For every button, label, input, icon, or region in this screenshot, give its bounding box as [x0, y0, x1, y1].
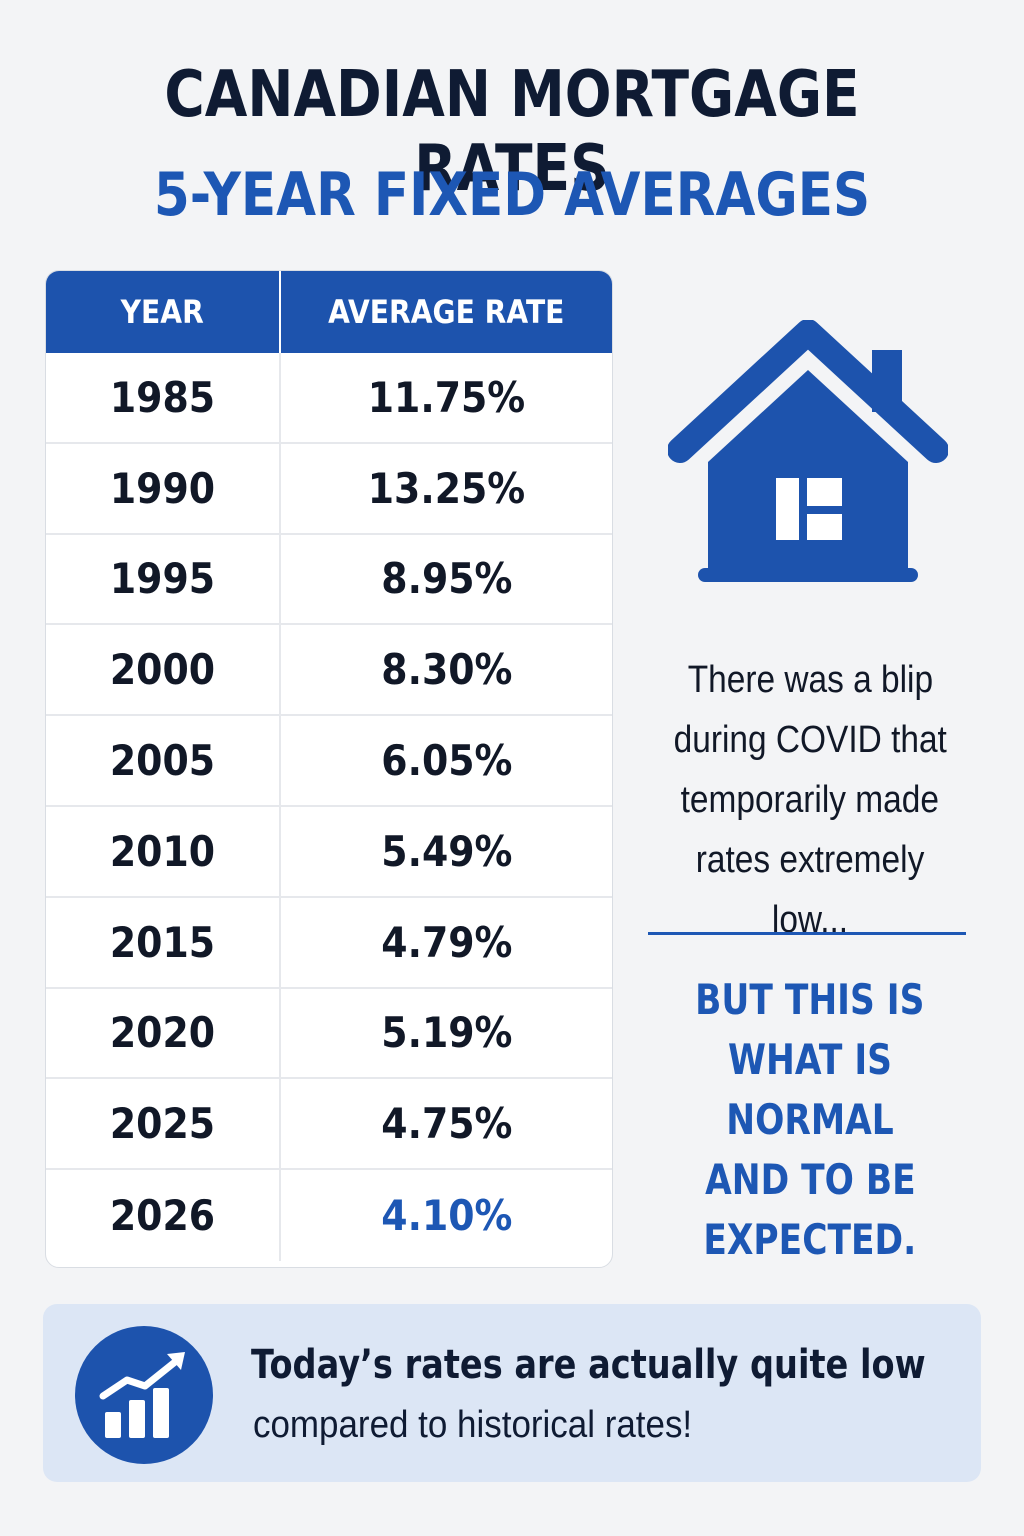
footer-subline: compared to historical rates!: [253, 1404, 693, 1446]
year-cell: 2015: [46, 897, 282, 987]
year-cell: 1995: [46, 534, 282, 624]
rate-cell-highlight: 4.10%: [281, 1170, 612, 1261]
normal-callout-line: WHAT IS NORMAL: [726, 1035, 894, 1144]
year-cell: 2026: [46, 1170, 282, 1261]
year-cell: 2005: [46, 716, 282, 805]
column-header-rate: AVERAGE RATE: [281, 271, 612, 353]
rate-cell: 5.19%: [281, 989, 612, 1078]
year-value: 1985: [109, 372, 216, 422]
table-row: 2020 5.19%: [46, 988, 612, 1080]
normal-callout-line: BUT THIS IS: [695, 975, 925, 1024]
rate-cell: 4.79%: [281, 898, 612, 987]
table-row: 2000 8.30%: [46, 625, 612, 717]
rate-cell: 11.75%: [281, 353, 612, 442]
year-value: 2000: [109, 645, 216, 695]
covid-note: There was a blip during COVID that tempo…: [640, 650, 980, 950]
year-value: 2005: [109, 736, 216, 786]
year-cell: 2010: [46, 806, 282, 896]
rate-value: 8.95%: [381, 554, 513, 604]
rate-cell: 4.75%: [281, 1079, 612, 1168]
normal-callout-line: AND TO BE: [704, 1155, 916, 1204]
rate-value: 13.25%: [367, 463, 526, 513]
covid-note-line: There was a blip: [687, 659, 933, 701]
rate-value: 11.75%: [367, 372, 526, 422]
rate-value: 8.30%: [381, 645, 513, 695]
footer-banner: Today’s rates are actually quite low com…: [43, 1304, 981, 1482]
normal-callout-line: EXPECTED.: [703, 1215, 917, 1264]
table-row: 2025 4.75%: [46, 1079, 612, 1171]
table-row: 1995 8.95%: [46, 534, 612, 626]
rates-table: YEAR AVERAGE RATE 1985 11.75% 1990 13.25…: [45, 270, 613, 1268]
covid-note-line: during COVID that: [673, 719, 947, 761]
year-value: 2020: [109, 1008, 216, 1058]
year-cell: 2020: [46, 988, 282, 1078]
table-row: 2015 4.79%: [46, 897, 612, 989]
rate-cell: 8.30%: [281, 625, 612, 714]
table-body: 1985 11.75% 1990 13.25% 1995 8.95% 2000 …: [46, 353, 612, 1261]
house-icon: [668, 320, 948, 582]
column-header-year: YEAR: [46, 271, 282, 353]
year-cell: 2000: [46, 625, 282, 715]
year-cell: 1990: [46, 443, 282, 533]
rate-cell: 13.25%: [281, 444, 612, 533]
page-title: CANADIAN MORTGAGE RATES: [164, 58, 860, 206]
year-value: 2015: [109, 917, 216, 967]
covid-note-line: temporarily made: [680, 779, 940, 821]
table-row: 2005 6.05%: [46, 716, 612, 807]
table-row: 2010 5.49%: [46, 806, 612, 898]
rate-value: 6.05%: [381, 736, 513, 786]
year-value: 1995: [109, 554, 216, 604]
year-value: 2010: [109, 826, 216, 876]
table-row-highlight: 2026 4.10%: [46, 1170, 612, 1261]
year-value: 1990: [109, 463, 216, 513]
rate-value-highlight: 4.10%: [381, 1191, 513, 1241]
rate-value: 5.49%: [381, 826, 513, 876]
column-header-year-label: YEAR: [121, 293, 205, 331]
rate-cell: 6.05%: [281, 716, 612, 805]
table-row: 1985 11.75%: [46, 353, 612, 444]
normal-callout: BUT THIS IS WHAT IS NORMAL AND TO BE EXP…: [620, 970, 1000, 1270]
page-subtitle: 5-YEAR FIXED AVERAGES: [153, 160, 871, 230]
table-row: 1990 13.25%: [46, 443, 612, 535]
rate-cell: 5.49%: [281, 807, 612, 896]
rate-value: 4.75%: [381, 1099, 513, 1149]
rate-value: 4.79%: [381, 917, 513, 967]
rate-cell: 8.95%: [281, 535, 612, 624]
table-header: YEAR AVERAGE RATE: [46, 271, 612, 353]
year-value: 2025: [109, 1099, 216, 1149]
rate-value: 5.19%: [381, 1008, 513, 1058]
divider: [648, 932, 966, 935]
footer-headline: Today’s rates are actually quite low: [251, 1342, 926, 1388]
column-header-rate-label: AVERAGE RATE: [328, 293, 565, 331]
year-cell: 1985: [46, 353, 282, 442]
year-cell: 2025: [46, 1079, 282, 1169]
trending-up-chart-icon: [75, 1326, 213, 1464]
year-value: 2026: [109, 1191, 216, 1241]
